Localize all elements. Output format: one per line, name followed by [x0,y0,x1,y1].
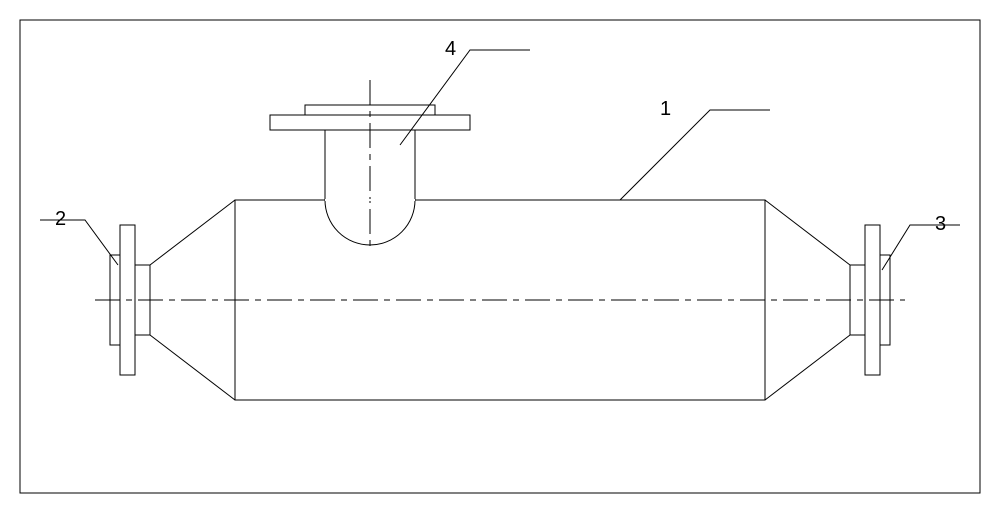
right-cone [765,200,850,265]
callout-leader-4 [400,50,530,145]
right-cone [765,335,850,400]
callout-leader-1 [620,110,770,200]
callout-leader-2 [40,220,118,265]
callout-label-4: 4 [445,38,456,60]
engineering-drawing: 1 2 3 4 [0,0,1000,513]
callout-label-3: 3 [935,213,946,235]
left-cone [150,200,235,265]
drawing-frame [20,20,980,493]
callout-label-1: 1 [660,98,671,120]
callout-label-2: 2 [55,208,66,230]
left-cone [150,335,235,400]
callout-leader-3 [882,225,960,270]
